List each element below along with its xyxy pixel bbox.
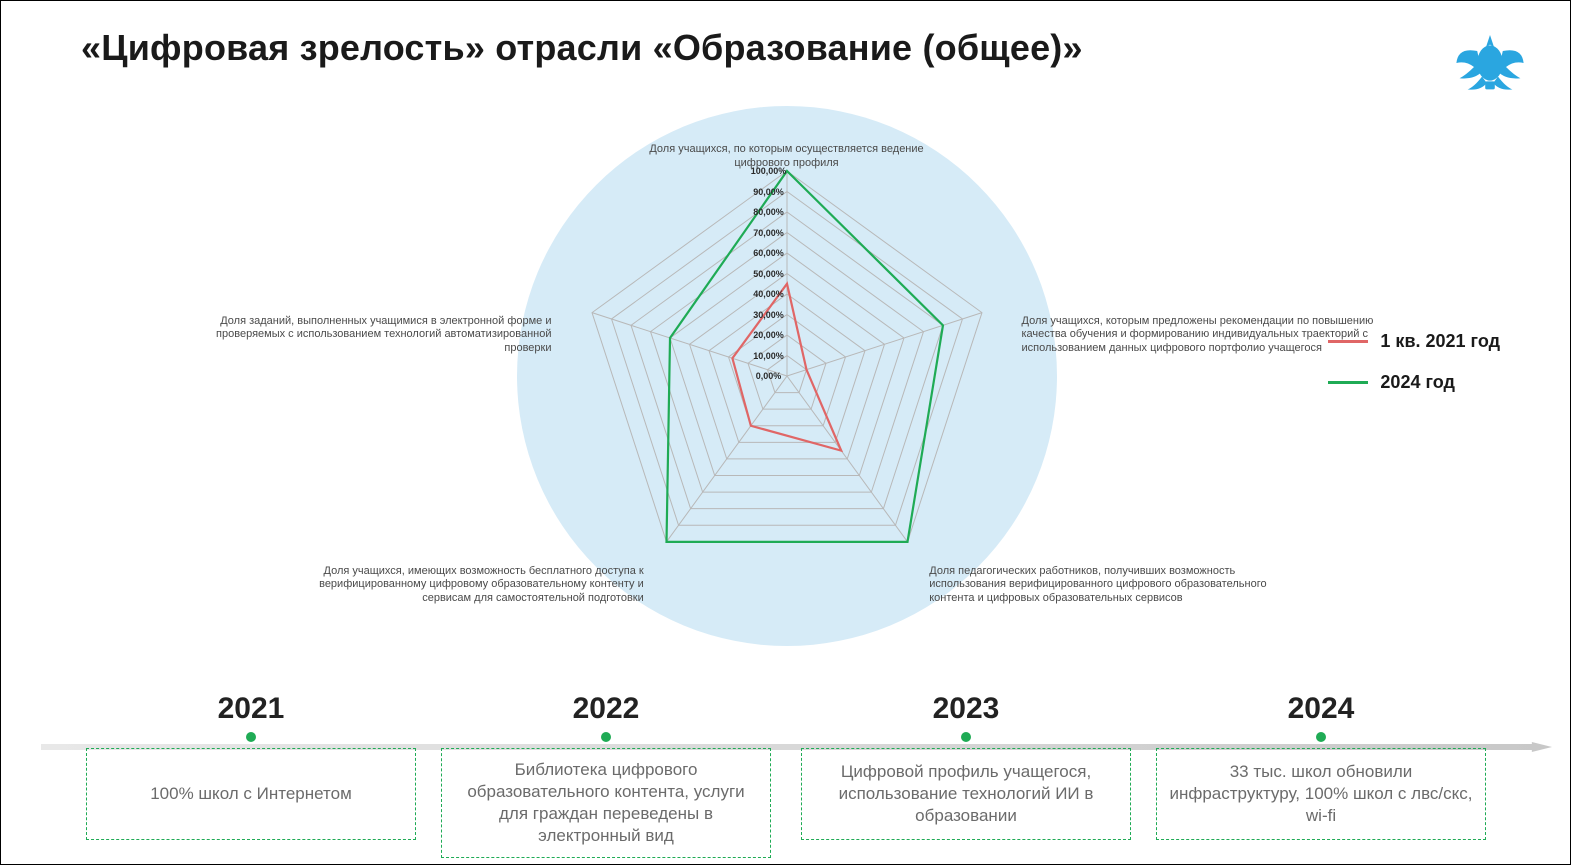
legend: 1 кв. 2021 год 2024 год xyxy=(1328,331,1500,413)
legend-item: 1 кв. 2021 год xyxy=(1328,331,1500,352)
axis-label: Доля учащихся, по которым осуществляется… xyxy=(637,143,937,171)
year-box: 100% школ с Интернетом xyxy=(86,748,416,840)
year-label: 2022 xyxy=(441,692,771,726)
year-label: 2023 xyxy=(801,692,1131,726)
year-box: Цифровой профиль учащегося, использовани… xyxy=(801,748,1131,840)
timeline-dot-icon xyxy=(1316,732,1326,742)
page-title: «Цифровая зрелость» отрасли «Образование… xyxy=(81,27,1083,69)
ring-label: 100,00% xyxy=(751,166,787,176)
ring-label: 60,00% xyxy=(753,248,784,258)
year-label: 2024 xyxy=(1156,692,1486,726)
timeline-item: 2024 33 тыс. школ обновили инфраструктуру… xyxy=(1156,692,1486,840)
year-box: Библиотека цифрового образовательного ко… xyxy=(441,748,771,858)
ring-label: 80,00% xyxy=(753,207,784,217)
ring-label: 90,00% xyxy=(753,187,784,197)
ring-label: 70,00% xyxy=(753,228,784,238)
axis-label: Доля заданий, выполненных учащимися в эл… xyxy=(192,315,552,356)
timeline: 2021 100% школ с Интернетом 2022 Библиотека… xyxy=(1,684,1571,864)
legend-item: 2024 год xyxy=(1328,372,1500,393)
year-box: 33 тыс. школ обновили инфраструктуру, 10… xyxy=(1156,748,1486,840)
ring-label: 50,00% xyxy=(753,269,784,279)
legend-swatch xyxy=(1328,340,1368,343)
timeline-item: 2023 Цифровой профиль учащегося, использо… xyxy=(801,692,1131,840)
timeline-item: 2021 100% школ с Интернетом xyxy=(86,692,416,840)
ring-label: 20,00% xyxy=(753,330,784,340)
legend-swatch xyxy=(1328,381,1368,384)
slide: «Цифровая зрелость» отрасли «Образование… xyxy=(0,0,1571,865)
ring-label: 10,00% xyxy=(753,351,784,361)
axis-label: Доля учащихся, имеющих возможность беспл… xyxy=(284,565,644,606)
radar-svg xyxy=(562,151,1012,601)
axis-label: Доля педагогических работников, получивш… xyxy=(929,565,1289,606)
legend-label: 1 кв. 2021 год xyxy=(1380,331,1500,352)
timeline-dot-icon xyxy=(601,732,611,742)
timeline-item: 2022 Библиотека цифрового образовательног… xyxy=(441,692,771,858)
legend-label: 2024 год xyxy=(1380,372,1455,393)
ring-label: 40,00% xyxy=(753,289,784,299)
ring-label: 0,00% xyxy=(756,371,782,381)
timeline-dot-icon xyxy=(961,732,971,742)
year-label: 2021 xyxy=(86,692,416,726)
ring-label: 30,00% xyxy=(753,310,784,320)
timeline-dot-icon xyxy=(246,732,256,742)
